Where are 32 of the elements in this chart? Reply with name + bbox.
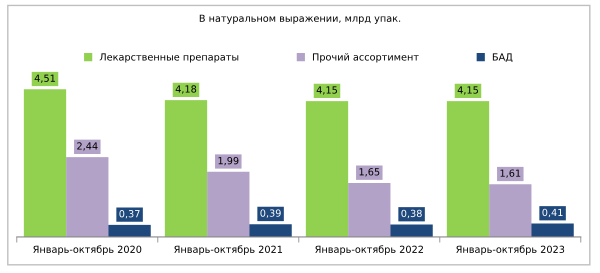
legend-label: Прочий ассортимент xyxy=(312,53,419,63)
bar xyxy=(108,224,151,237)
bar xyxy=(489,184,532,237)
bar xyxy=(446,101,490,237)
x-tick-label: Январь-октябрь 2023 xyxy=(456,245,564,255)
data-label: 1,99 xyxy=(218,157,238,166)
x-tick-label: Январь-октябрь 2021 xyxy=(174,245,282,255)
bar xyxy=(66,157,108,237)
data-label: 0,37 xyxy=(119,210,140,218)
data-label: 1,61 xyxy=(500,169,520,178)
data-label: 0,41 xyxy=(542,208,563,218)
data-label: 0,38 xyxy=(401,210,422,218)
bar xyxy=(249,224,292,237)
bar xyxy=(207,172,250,237)
bar xyxy=(531,224,574,237)
data-label: 1,65 xyxy=(360,168,380,176)
bar xyxy=(24,89,66,237)
x-tick-label: Январь-октябрь 2022 xyxy=(315,245,423,255)
data-label: 4,51 xyxy=(34,74,55,83)
legend-label: Лекарственные препараты xyxy=(100,53,238,63)
data-label: 4,18 xyxy=(176,85,196,94)
bar xyxy=(306,101,348,237)
bar xyxy=(348,182,390,237)
data-label: 0,39 xyxy=(260,209,281,218)
data-label: 2,44 xyxy=(77,142,98,151)
data-label: 4,15 xyxy=(458,86,478,95)
data-label: 4,15 xyxy=(316,86,337,95)
bar xyxy=(164,100,208,237)
legend-label: БАД xyxy=(492,53,512,62)
x-tick-label: Январь-октябрь 2020 xyxy=(33,245,142,255)
bar xyxy=(390,224,433,237)
chart-title: В натуральном выражении, млрд упак. xyxy=(200,14,400,24)
